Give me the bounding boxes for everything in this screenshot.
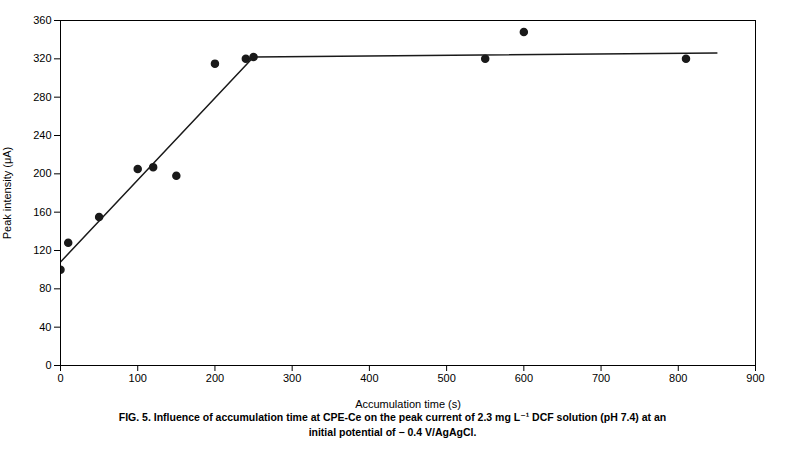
svg-text:80: 80 xyxy=(39,282,51,294)
svg-text:240: 240 xyxy=(33,129,51,141)
svg-text:200: 200 xyxy=(206,372,224,384)
svg-text:120: 120 xyxy=(33,244,51,256)
svg-text:500: 500 xyxy=(437,372,455,384)
svg-text:100: 100 xyxy=(129,372,147,384)
svg-text:900: 900 xyxy=(746,372,764,384)
svg-text:0: 0 xyxy=(57,372,63,384)
svg-text:Peak intensity (μA): Peak intensity (μA) xyxy=(1,147,13,240)
svg-text:800: 800 xyxy=(669,372,687,384)
html-text:initial potential of − 0.4 V/A: initial potential of − 0.4 V/AgAgCl. xyxy=(308,426,477,438)
svg-text:160: 160 xyxy=(33,206,51,218)
svg-text:360: 360 xyxy=(33,14,51,26)
svg-text:320: 320 xyxy=(33,52,51,64)
svg-text:400: 400 xyxy=(360,372,378,384)
html-text:FIG. 5. Influence of accumulat: FIG. 5. Influence of accumulation time a… xyxy=(118,411,667,423)
svg-text:Accumulation time (s): Accumulation time (s) xyxy=(355,398,461,410)
svg-text:600: 600 xyxy=(515,372,533,384)
svg-text:200: 200 xyxy=(33,167,51,179)
svg-text:0: 0 xyxy=(45,359,51,371)
svg-text:280: 280 xyxy=(33,91,51,103)
svg-text:300: 300 xyxy=(283,372,301,384)
svg-text:40: 40 xyxy=(39,321,51,333)
svg-text:700: 700 xyxy=(592,372,610,384)
